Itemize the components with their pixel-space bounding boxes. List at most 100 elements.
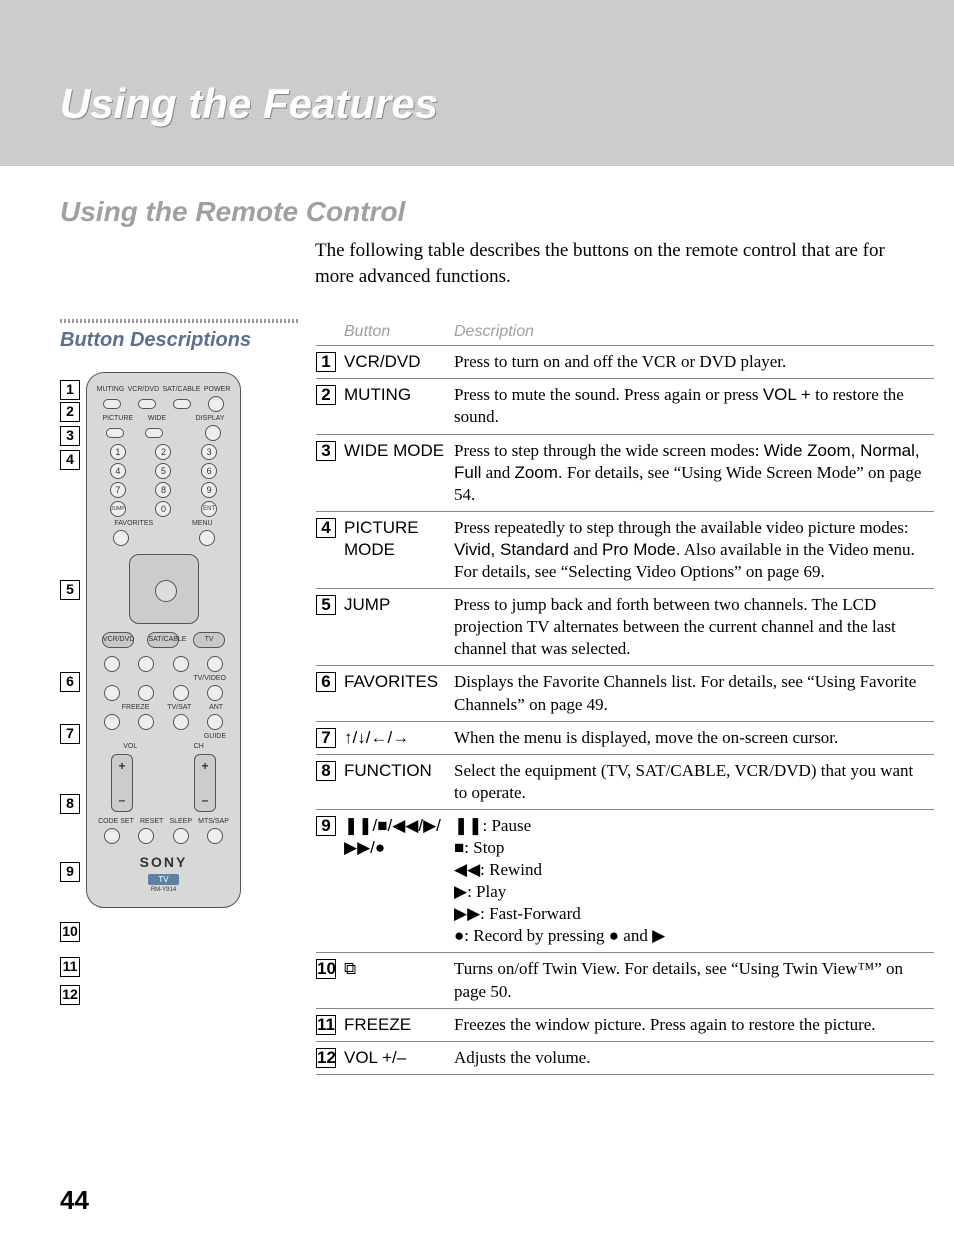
callout-5: 5 — [60, 580, 80, 600]
button-description: Press to step through the wide screen mo… — [454, 434, 934, 511]
callout-1: 1 — [60, 380, 80, 400]
ch-rocker: +– — [194, 754, 216, 812]
divider — [60, 319, 300, 323]
row-number: 4 — [316, 511, 344, 588]
right-column: Button Description 1VCR/DVDPress to turn… — [316, 319, 934, 1075]
row-number: 10 — [316, 953, 344, 1008]
jump-button: JUMP — [110, 501, 126, 517]
table-row: 10⧉Turns on/off Twin View. For details, … — [316, 953, 934, 1008]
header-band: Using the Features — [0, 0, 954, 166]
callout-column: 123456789101112 — [60, 372, 80, 1017]
intro-text: The following table describes the button… — [315, 238, 894, 289]
callout-4: 4 — [60, 450, 80, 470]
button-description: Select the equipment (TV, SAT/CABLE, VCR… — [454, 754, 934, 809]
page-number: 44 — [60, 1185, 954, 1216]
callout-7: 7 — [60, 724, 80, 744]
table-row: 4PICTURE MODEPress repeatedly to step th… — [316, 511, 934, 588]
button-description: Turns on/off Twin View. For details, see… — [454, 953, 934, 1008]
callout-6: 6 — [60, 672, 80, 692]
button-description: Freezes the window picture. Press again … — [454, 1008, 934, 1041]
label: SAT/CABLE — [162, 386, 200, 393]
label: RESET — [140, 818, 163, 825]
callout-9: 9 — [60, 862, 80, 882]
row-number: 8 — [316, 754, 344, 809]
button-description: Displays the Favorite Channels list. For… — [454, 666, 934, 721]
callout-2: 2 — [60, 402, 80, 422]
button-description: When the menu is displayed, move the on-… — [454, 721, 934, 754]
page-title: Using the Features — [60, 80, 954, 128]
ent-button: ENT — [201, 501, 217, 517]
label: CODE SET — [98, 818, 134, 825]
button-name: FUNCTION — [344, 754, 454, 809]
callout-11: 11 — [60, 957, 80, 977]
label: POWER — [204, 386, 230, 393]
col-header-description: Description — [454, 319, 934, 346]
col-header-button: Button — [344, 319, 454, 346]
tv-label: TV — [148, 874, 178, 885]
label: ANT — [209, 704, 223, 711]
remote-figure: 123456789101112 MUTING VCR/DVD SAT/CABLE… — [60, 372, 300, 1017]
label: TV/VIDEO — [95, 675, 232, 682]
vol-rocker: +– — [111, 754, 133, 812]
func-button: SAT/CABLE — [147, 632, 179, 648]
button-name: MUTING — [344, 379, 454, 434]
table-row: 6FAVORITESDisplays the Favorite Channels… — [316, 666, 934, 721]
row-number: 11 — [316, 1008, 344, 1041]
dpad — [129, 554, 199, 624]
label: MENU — [192, 520, 213, 527]
button-name: VCR/DVD — [344, 346, 454, 379]
table-row: 9❚❚/■/◀◀/▶/▶▶/●❚❚: Pause■: Stop◀◀: Rewin… — [316, 809, 934, 953]
button-name: JUMP — [344, 589, 454, 666]
func-button: TV — [193, 632, 225, 648]
row-number: 9 — [316, 809, 344, 953]
table-row: 7↑/↓/←/→When the menu is displayed, move… — [316, 721, 934, 754]
label: PICTURE — [102, 415, 133, 422]
label: CH — [194, 743, 204, 750]
section-subtitle: Using the Remote Control — [60, 196, 954, 228]
button-name: FREEZE — [344, 1008, 454, 1041]
manual-page: Using the Features Using the Remote Cont… — [0, 0, 954, 1256]
table-row: 11FREEZEFreezes the window picture. Pres… — [316, 1008, 934, 1041]
label: MTS/SAP — [198, 818, 229, 825]
label: VCR/DVD — [128, 386, 160, 393]
table-row: 3WIDE MODEPress to step through the wide… — [316, 434, 934, 511]
row-number: 5 — [316, 589, 344, 666]
button-name: ❚❚/■/◀◀/▶/▶▶/● — [344, 809, 454, 953]
callout-8: 8 — [60, 794, 80, 814]
label: FAVORITES — [114, 520, 153, 527]
button-description: Press repeatedly to step through the ava… — [454, 511, 934, 588]
content-row: Button Descriptions 123456789101112 MUTI… — [60, 319, 934, 1075]
left-column: Button Descriptions 123456789101112 MUTI… — [60, 319, 300, 1075]
button-description: Press to turn on and off the VCR or DVD … — [454, 346, 934, 379]
row-number: 2 — [316, 379, 344, 434]
model-label: RM-Y914 — [95, 887, 232, 893]
func-button: VCR/DVD — [102, 632, 134, 648]
table-row: 1VCR/DVDPress to turn on and off the VCR… — [316, 346, 934, 379]
callout-12: 12 — [60, 985, 80, 1005]
label: TV/SAT — [167, 704, 191, 711]
label: MUTING — [97, 386, 125, 393]
table-row: 5JUMPPress to jump back and forth betwee… — [316, 589, 934, 666]
row-number: 1 — [316, 346, 344, 379]
table-row: 12VOL +/–Adjusts the volume. — [316, 1041, 934, 1074]
table-row: 8FUNCTIONSelect the equipment (TV, SAT/C… — [316, 754, 934, 809]
button-description-table: Button Description 1VCR/DVDPress to turn… — [316, 319, 934, 1075]
button-name: WIDE MODE — [344, 434, 454, 511]
callout-10: 10 — [60, 922, 80, 942]
callout-3: 3 — [60, 426, 80, 446]
button-description: Adjusts the volume. — [454, 1041, 934, 1074]
row-number: 6 — [316, 666, 344, 721]
label: WIDE — [148, 415, 166, 422]
button-descriptions-heading: Button Descriptions — [60, 329, 300, 352]
table-row: 2MUTINGPress to mute the sound. Press ag… — [316, 379, 934, 434]
row-number: 3 — [316, 434, 344, 511]
label: DISPLAY — [196, 415, 225, 422]
button-description: ❚❚: Pause■: Stop◀◀: Rewind▶: Play▶▶: Fas… — [454, 809, 934, 953]
row-number: 7 — [316, 721, 344, 754]
remote-control-illustration: MUTING VCR/DVD SAT/CABLE POWER PICTURE W… — [86, 372, 241, 908]
button-name: FAVORITES — [344, 666, 454, 721]
button-name: ⧉ — [344, 953, 454, 1008]
label: VOL — [123, 743, 137, 750]
label: FREEZE — [122, 704, 150, 711]
button-description: Press to mute the sound. Press again or … — [454, 379, 934, 434]
